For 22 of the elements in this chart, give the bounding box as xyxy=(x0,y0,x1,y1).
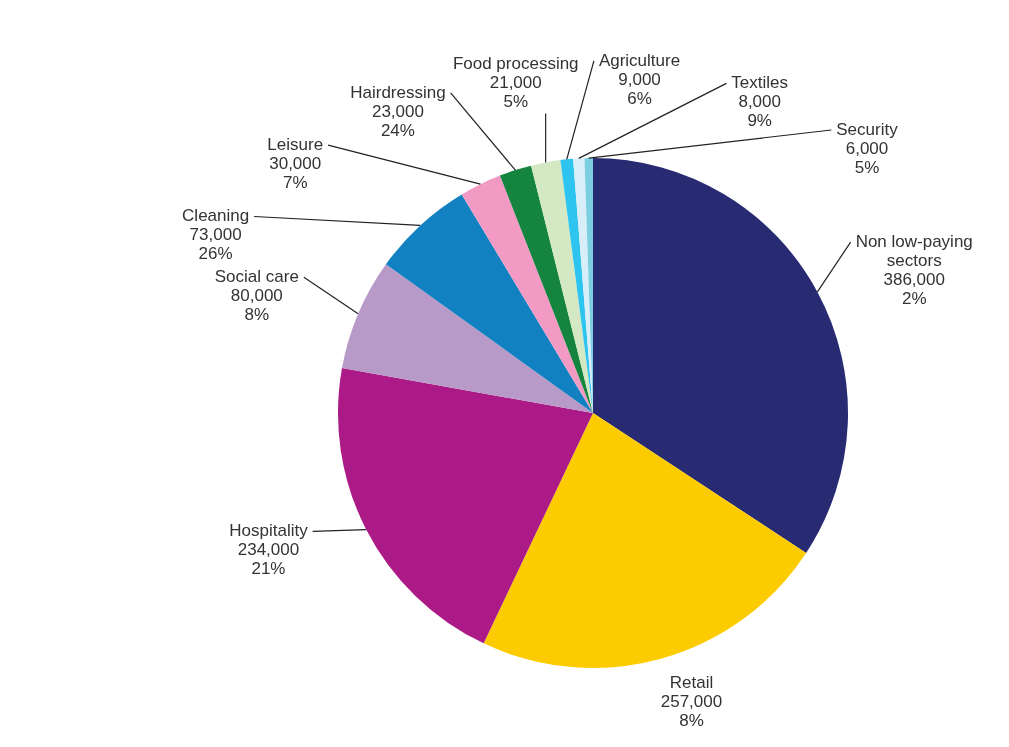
slice-label: Food processing xyxy=(452,53,579,73)
data-label: 80,000 8% xyxy=(230,285,283,324)
slice-label: Leisure xyxy=(267,134,324,154)
data-label: 9,000 6% xyxy=(618,69,661,108)
data-label: 23,000 24% xyxy=(371,101,424,140)
data-label: 30,000 7% xyxy=(269,153,322,192)
data-label: 234,000 21% xyxy=(237,539,300,578)
slice-label: Textiles xyxy=(731,73,789,93)
data-label: 73,000 26% xyxy=(189,225,242,264)
slice-label: Hospitality xyxy=(229,520,309,540)
slice-label: Social care xyxy=(214,266,299,286)
slice-label: Hairdressing xyxy=(350,82,446,102)
data-label: 6,000 5% xyxy=(845,138,889,177)
data-label: 21,000 5% xyxy=(489,72,542,111)
data-label: 257,000 8% xyxy=(660,691,723,730)
data-label: 8,000 9% xyxy=(738,92,781,131)
slice-label: Retail xyxy=(669,672,714,692)
slice-label: Agriculture xyxy=(598,50,681,70)
data-label: 386,000 2% xyxy=(883,269,945,308)
slice-label: Security xyxy=(836,119,899,139)
slice-label: Cleaning xyxy=(182,206,250,226)
slice-label: Non low-paying sectors xyxy=(855,231,973,270)
